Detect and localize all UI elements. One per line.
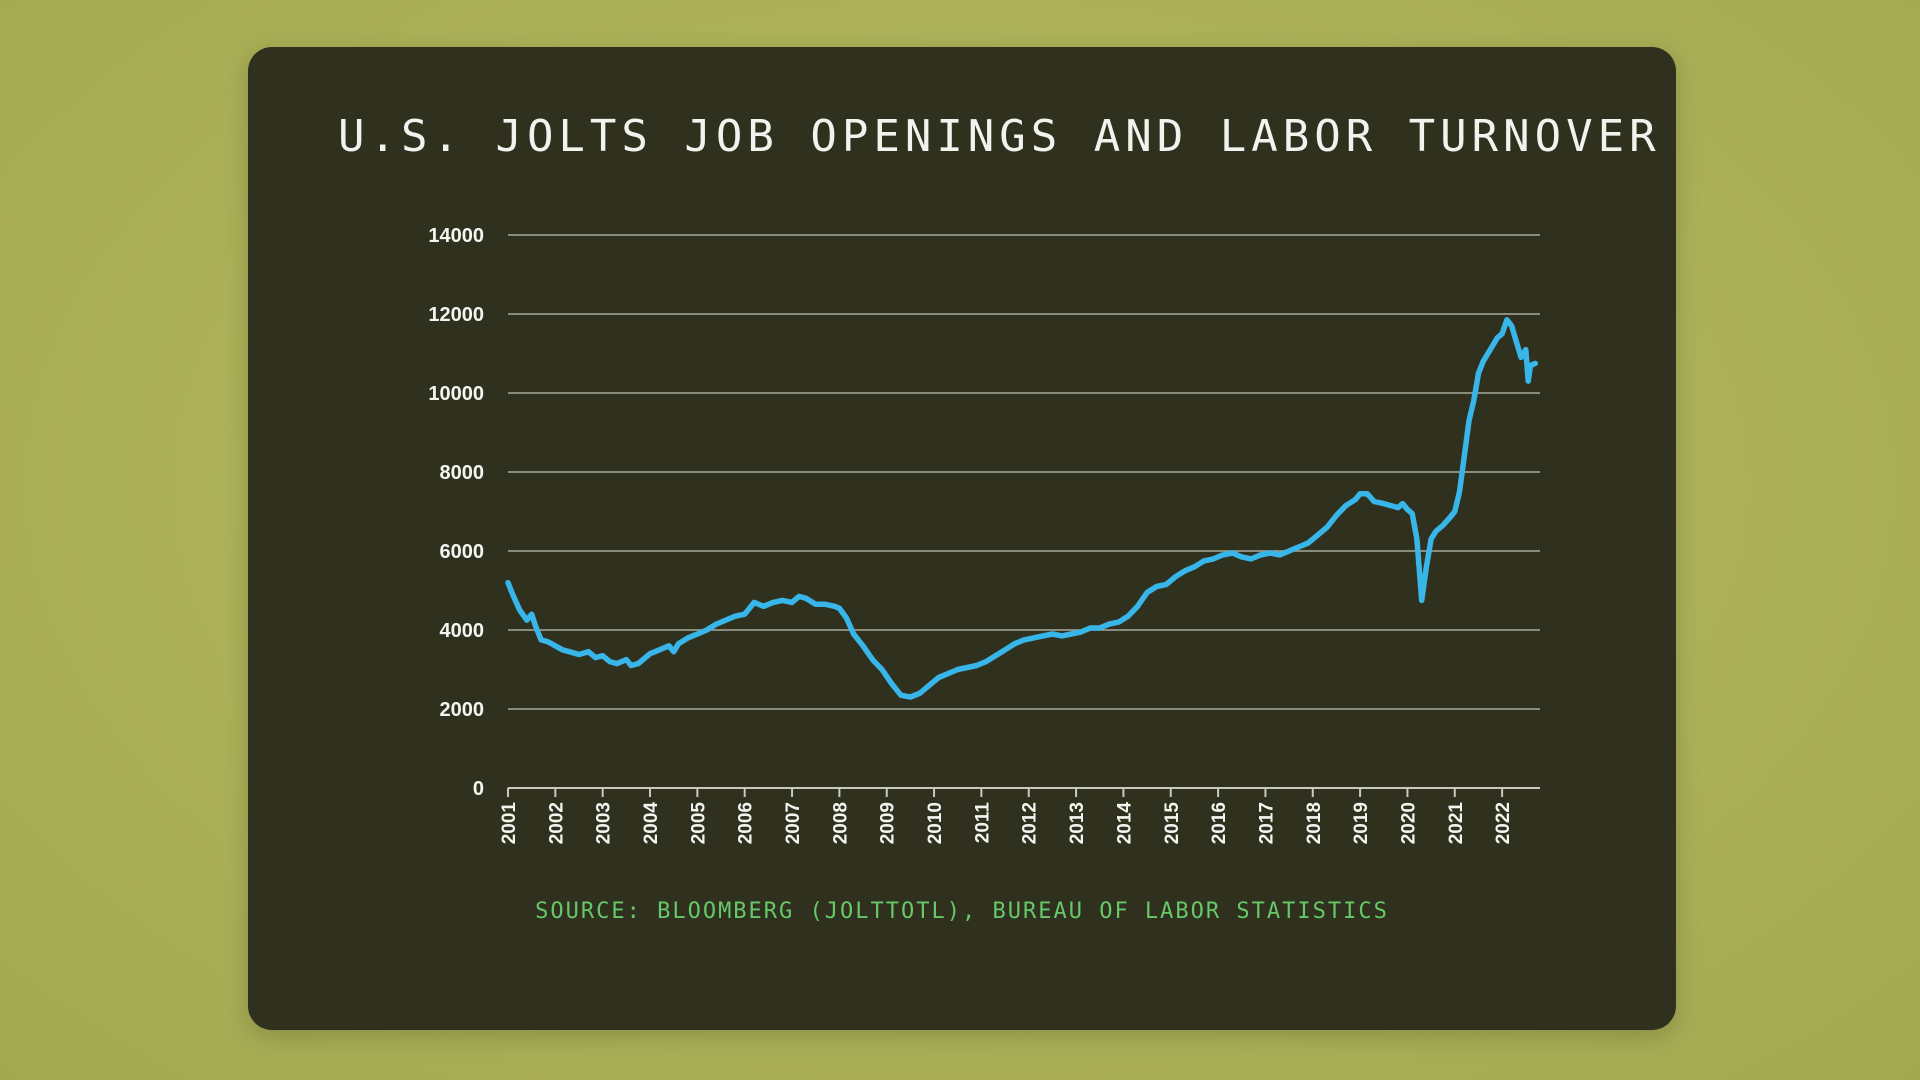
x-tick-label: 2018: [1304, 802, 1325, 844]
x-tick-label: 2013: [1067, 802, 1088, 844]
x-tick-label: 2007: [783, 802, 804, 844]
y-tick-label: 2000: [440, 699, 485, 721]
x-tick-label: 2014: [1114, 802, 1135, 845]
x-tick-label: 2012: [1020, 802, 1041, 844]
series-line-0: [505, 317, 1539, 700]
x-tick-label: 2005: [688, 802, 709, 845]
x-tick-label: 2015: [1162, 802, 1183, 845]
source-note: SOURCE: BLOOMBERG (JOLTTOTL), BUREAU OF …: [535, 899, 1389, 924]
y-tick-label: 4000: [440, 620, 485, 642]
x-tick-label: 2003: [594, 802, 615, 844]
x-tick-label: 2017: [1256, 802, 1277, 844]
line-chart: 0 2000 4000 6000 8000 10000 12000 14000 2001 2002…: [428, 225, 1540, 845]
x-tick-label: 2019: [1351, 802, 1372, 844]
x-tick-label: 2020: [1398, 802, 1419, 844]
y-tick-label: 8000: [440, 462, 485, 484]
x-tick-label: 2016: [1209, 802, 1230, 844]
x-tick-label: 2002: [546, 802, 567, 844]
y-tick-label: 6000: [440, 541, 485, 563]
x-tick-label: 2004: [641, 802, 662, 845]
x-tick-label: 2009: [878, 802, 899, 844]
x-tick-label: 2022: [1493, 802, 1514, 844]
x-tick-label: 2008: [830, 802, 851, 844]
y-tick-label: 14000: [428, 225, 484, 247]
y-tick-label: 0: [473, 778, 484, 800]
chart-title: U.S. JOLTS JOB OPENINGS AND LABOR TURNOV…: [338, 111, 1661, 162]
y-tick-label: 12000: [428, 304, 484, 326]
x-tick-label: 2006: [736, 802, 757, 844]
x-tick-label: 2011: [972, 802, 993, 844]
y-tick-label: 10000: [428, 383, 484, 405]
x-tick-label: 2021: [1446, 802, 1467, 845]
chart-card: U.S. JOLTS JOB OPENINGS AND LABOR TURNOV…: [248, 47, 1676, 1030]
x-tick-label: 2001: [499, 802, 520, 845]
x-tick-label: 2010: [925, 802, 946, 844]
